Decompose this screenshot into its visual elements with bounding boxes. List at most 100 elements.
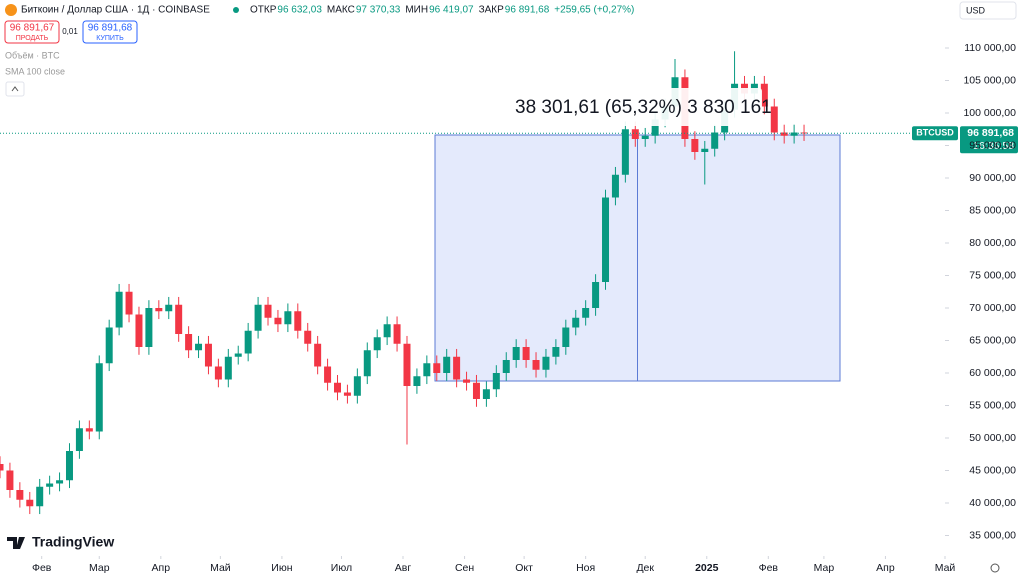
candle-body xyxy=(701,148,709,153)
candle-body xyxy=(651,119,659,136)
candle-body xyxy=(56,480,64,484)
candle-body xyxy=(244,330,252,354)
spread: 0,01 xyxy=(62,27,78,36)
candle-body xyxy=(691,139,699,153)
logo-icon xyxy=(7,537,25,549)
y-tick-label: 85 000,00 xyxy=(969,204,1016,216)
candle-body xyxy=(46,483,54,487)
candle-body xyxy=(0,464,4,471)
x-tick-label: Сен xyxy=(455,562,474,574)
candle-body xyxy=(214,366,222,380)
y-tick-label: 35 000,00 xyxy=(969,529,1016,541)
candle-body xyxy=(433,363,441,374)
settings-icon[interactable] xyxy=(990,563,1000,573)
x-tick-label: Июл xyxy=(331,562,352,574)
candle-body xyxy=(284,311,292,325)
y-tick-label: 40 000,00 xyxy=(969,497,1016,509)
candle-body xyxy=(492,373,500,390)
x-tick-label: Дек xyxy=(636,562,654,574)
candle-body xyxy=(343,392,351,396)
symbol: Биткоин / Доллар США · 1Д · COINBASE xyxy=(21,5,210,16)
candle-body xyxy=(592,282,600,309)
candle-body xyxy=(224,356,232,380)
measure-label: 38 301,61 (65,32%) 3 830 161 xyxy=(515,97,772,118)
candle-body xyxy=(185,334,193,351)
candle-body xyxy=(105,327,113,364)
collapse-icon xyxy=(11,86,19,92)
currency-box[interactable] xyxy=(959,1,1017,20)
x-tick-label: 2025 xyxy=(695,562,719,574)
badge-countdown: 16:36:58 xyxy=(973,140,1014,152)
candle-body xyxy=(135,314,143,348)
currency[interactable]: USD xyxy=(966,5,986,15)
candle-body xyxy=(621,129,629,175)
candle-body xyxy=(760,83,768,107)
candle-body xyxy=(195,343,203,351)
candle-body xyxy=(552,347,560,357)
candle-body xyxy=(373,337,381,351)
buy-label[interactable]: КУПИТЬ xyxy=(96,35,124,42)
y-tick-label: 65 000,00 xyxy=(969,334,1016,346)
x-tick-label: Апр xyxy=(152,562,171,574)
sell-price[interactable]: 96 891,67 xyxy=(10,23,55,34)
candle-body xyxy=(631,129,639,140)
stat-label: ЗАКР xyxy=(479,5,505,16)
x-tick-label: Мар xyxy=(89,562,110,574)
candle-body xyxy=(145,308,153,348)
stat-label: МИН xyxy=(405,5,428,16)
candle-body xyxy=(36,486,44,507)
candle-body xyxy=(403,343,411,387)
candle-body xyxy=(463,379,471,383)
stat-value: 96 419,07 xyxy=(429,5,474,16)
candle-body xyxy=(363,350,371,377)
buy-price[interactable]: 96 891,68 xyxy=(88,23,133,34)
candle-body xyxy=(780,132,788,136)
candle-body xyxy=(711,132,719,149)
candle-body xyxy=(532,360,540,370)
candle-body xyxy=(26,499,34,507)
y-tick-label: 45 000,00 xyxy=(969,464,1016,476)
candle-body xyxy=(274,317,282,325)
badge-name: BTCUSD xyxy=(916,128,954,138)
y-tick-label: 100 000,00 xyxy=(963,107,1016,119)
candle-body xyxy=(75,428,83,452)
sell-button[interactable] xyxy=(4,20,60,44)
y-tick-label: 60 000,00 xyxy=(969,367,1016,379)
y-tick-label: 55 000,00 xyxy=(969,399,1016,411)
candle-body xyxy=(562,327,570,348)
candle-body xyxy=(502,360,510,374)
x-tick-label: Апр xyxy=(876,562,895,574)
candle-body xyxy=(353,376,361,396)
candle-body xyxy=(423,363,431,377)
x-tick-label: Июн xyxy=(271,562,292,574)
sell-label[interactable]: ПРОДАТЬ xyxy=(16,35,49,42)
candle-body xyxy=(234,353,242,357)
candle-body xyxy=(582,308,590,318)
candle-body xyxy=(611,174,619,198)
candle-body xyxy=(602,197,610,283)
candle-body xyxy=(453,356,461,380)
measure-label-box xyxy=(500,88,762,126)
candle-body xyxy=(165,304,173,312)
stat-label: ОТКР xyxy=(250,5,277,16)
badge-name-box xyxy=(912,126,958,141)
candle-body xyxy=(522,347,530,361)
candle-body xyxy=(472,382,480,400)
candle-body xyxy=(304,330,312,344)
x-tick-label: Мар xyxy=(814,562,835,574)
stat-value: 96 632,03 xyxy=(277,5,322,16)
candle-body xyxy=(155,308,163,312)
candle-body xyxy=(115,291,123,328)
candle-body xyxy=(324,366,332,383)
badge-price: 96 891,68 xyxy=(967,127,1014,139)
buy-button[interactable] xyxy=(82,20,138,44)
candle-body xyxy=(413,376,421,387)
candle-body xyxy=(542,356,550,370)
collapse-button[interactable] xyxy=(5,81,25,97)
candle-body xyxy=(790,132,798,136)
candle-body xyxy=(482,389,490,400)
candle-body xyxy=(254,304,262,331)
x-tick-label: Фев xyxy=(32,562,52,574)
